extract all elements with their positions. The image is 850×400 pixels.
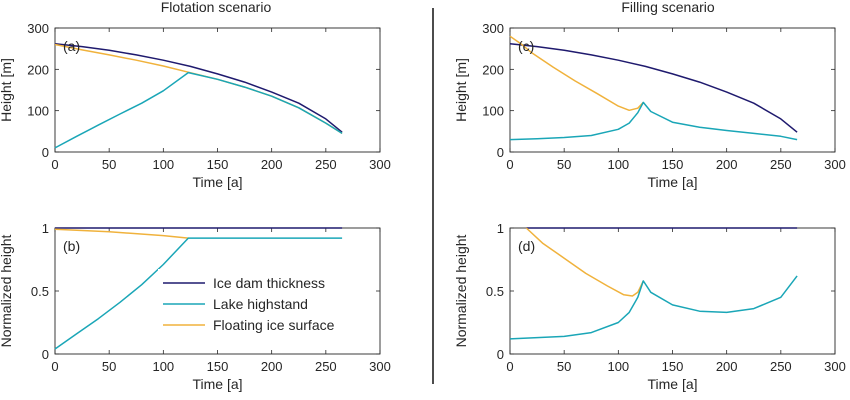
series-line-floating (54, 43, 343, 135)
y-tick-label: 100 (27, 104, 49, 119)
legend: Ice dam thickness Lake highstand Floating … (158, 269, 364, 341)
x-tick-label: 0 (506, 157, 513, 172)
y-tick-label: 0 (497, 347, 504, 362)
x-tick-label: 50 (102, 157, 116, 172)
x-tick-label: 0 (51, 359, 58, 374)
panel-label: (d) (518, 238, 535, 254)
axes-box (509, 27, 836, 153)
x-tick-label: 300 (369, 359, 391, 374)
x-tick-label: 300 (824, 359, 846, 374)
x-axis-label: Time [a] (192, 174, 242, 190)
x-tick-label: 250 (315, 157, 337, 172)
x-tick-label: 50 (557, 157, 571, 172)
y-axis-label: Height [m] (0, 58, 14, 122)
y-tick-label: 100 (482, 104, 504, 119)
y-tick-label: 0 (42, 145, 49, 160)
x-tick-label: 150 (662, 359, 684, 374)
series-line-lake (54, 71, 343, 149)
x-axis-label: Time [a] (647, 376, 697, 392)
y-tick-label: 0.5 (486, 284, 504, 299)
x-tick-label: 100 (607, 157, 629, 172)
y-tick-label: 0 (497, 145, 504, 160)
x-tick-label: 100 (607, 359, 629, 374)
x-tick-label: 50 (557, 359, 571, 374)
x-tick-label: 200 (716, 359, 738, 374)
series-line-ice-dam (54, 42, 343, 133)
series-line-lake (509, 101, 798, 141)
y-axis-label: Height [m] (453, 58, 469, 122)
chart-panel: 0 50 100 150 200 250 300 0 0.5 1 Time [a] Normalize… (453, 221, 846, 392)
y-axis-label: Normalized height (453, 234, 469, 347)
x-tick-label: 0 (51, 157, 58, 172)
chart-panel: 0 50 100 150 200 250 300 0 100 200 300 Time [a] Heig… (453, 21, 846, 190)
chart-panel: 0 50 100 150 200 250 300 0 0.5 1 Time [a] Normalize… (0, 221, 391, 392)
x-tick-label: 200 (716, 157, 738, 172)
legend-entry: Lake highstand (213, 296, 308, 312)
x-tick-label: 250 (770, 157, 792, 172)
panel-label: (b) (63, 238, 80, 254)
y-tick-label: 0.5 (31, 284, 49, 299)
legend-background (158, 269, 364, 341)
x-tick-label: 0 (506, 359, 513, 374)
series-line-ice-dam (509, 42, 798, 133)
x-tick-label: 150 (207, 359, 229, 374)
x-tick-label: 250 (315, 359, 337, 374)
y-tick-label: 300 (27, 21, 49, 36)
x-axis-label: Time [a] (192, 376, 242, 392)
series-line-lake (509, 275, 798, 340)
panel-label: (c) (518, 38, 534, 54)
x-axis-label: Time [a] (647, 174, 697, 190)
x-tick-label: 200 (261, 157, 283, 172)
x-tick-label: 150 (662, 157, 684, 172)
series-line-floating (509, 35, 644, 112)
x-tick-label: 100 (152, 359, 174, 374)
y-axis-label: Normalized height (0, 234, 14, 347)
x-tick-label: 300 (369, 157, 391, 172)
chart-panel: 0 50 100 150 200 250 300 0 100 200 300 Time [a] Heig… (0, 21, 391, 190)
panel-label: (a) (63, 38, 80, 54)
legend-entry: Ice dam thickness (213, 275, 325, 291)
series-line-floating (54, 228, 189, 239)
y-tick-label: 0 (42, 347, 49, 362)
y-tick-label: 1 (497, 221, 504, 236)
column-title-filling: Filling scenario (621, 0, 715, 15)
axes-box (54, 27, 381, 153)
y-tick-label: 1 (42, 221, 49, 236)
x-tick-label: 150 (207, 157, 229, 172)
x-tick-label: 200 (261, 359, 283, 374)
series-line-floating (525, 227, 644, 297)
x-tick-label: 50 (102, 359, 116, 374)
x-tick-label: 300 (824, 157, 846, 172)
y-tick-label: 300 (482, 21, 504, 36)
x-tick-label: 100 (152, 157, 174, 172)
column-title-flotation: Flotation scenario (161, 0, 272, 15)
legend-entry: Floating ice surface (213, 317, 335, 333)
series-line-lake (54, 237, 343, 350)
y-tick-label: 200 (27, 62, 49, 77)
x-tick-label: 250 (770, 359, 792, 374)
y-tick-label: 200 (482, 62, 504, 77)
